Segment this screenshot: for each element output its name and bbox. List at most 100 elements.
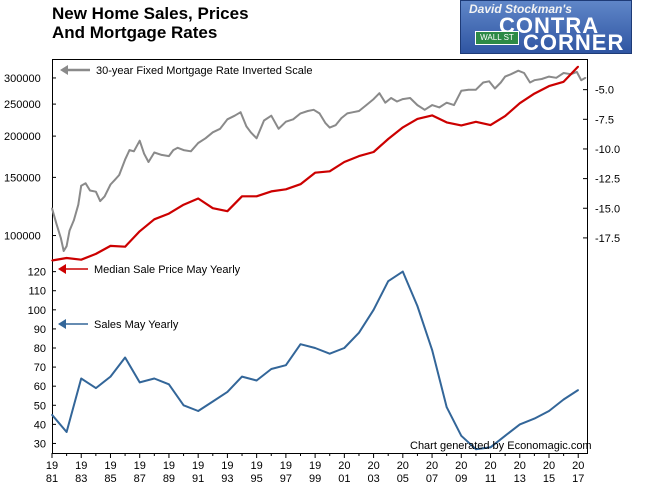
x-tick-label-bottom: 85 xyxy=(104,473,116,485)
x-tick-label-bottom: 87 xyxy=(134,473,146,485)
price-data-point xyxy=(270,190,273,193)
wall-street-sign: WALL ST xyxy=(475,31,519,45)
rate-data-point xyxy=(482,81,485,84)
sales-tick-label: 80 xyxy=(34,343,46,355)
rate-data-point xyxy=(340,117,343,119)
price-data-point xyxy=(226,210,229,212)
rate-tick-label: -12.5 xyxy=(595,174,620,186)
price-data-point xyxy=(138,230,141,233)
rate-data-point xyxy=(128,149,131,151)
price-data-point xyxy=(577,65,579,68)
rate-data-point xyxy=(378,92,381,94)
rate-data-point xyxy=(384,101,387,104)
rate-data-point xyxy=(523,72,525,74)
legend-rate-label: 30-year Fixed Mortgage Rate Inverted Sca… xyxy=(96,65,312,77)
plot-frame xyxy=(52,59,588,454)
price-data-point xyxy=(314,171,316,174)
price-data-point xyxy=(124,245,126,248)
price-data-point xyxy=(241,195,243,198)
rate-data-point xyxy=(346,112,349,115)
sales-data-point xyxy=(387,280,390,283)
rate-data-point xyxy=(533,79,536,81)
rate-data-point xyxy=(245,125,248,128)
x-tick-label-top: 20 xyxy=(426,460,438,472)
sales-data-point xyxy=(372,309,375,311)
legend-sales-label: Sales May Yearly xyxy=(94,319,179,331)
rate-data-point xyxy=(103,195,106,198)
rate-data-point xyxy=(89,189,91,192)
sales-data-point xyxy=(358,331,360,334)
rate-data-point xyxy=(138,139,141,142)
rate-data-point xyxy=(334,124,337,126)
rate-data-point xyxy=(51,207,53,210)
rate-data-point xyxy=(172,149,175,151)
rate-data-point xyxy=(431,104,433,106)
sales-data-point xyxy=(416,305,419,307)
rate-data-point xyxy=(409,97,411,99)
sales-data-point xyxy=(168,383,170,386)
rate-data-point xyxy=(147,161,150,163)
legend-price-arrowhead xyxy=(58,264,66,274)
x-tick-label-top: 19 xyxy=(163,460,175,472)
rate-data-point xyxy=(62,250,65,252)
rate-data-point xyxy=(548,75,550,78)
sales-data-point xyxy=(402,270,404,273)
price-data-point xyxy=(197,197,199,200)
price-data-point xyxy=(168,212,170,215)
sales-data-point xyxy=(270,368,273,370)
x-tick-label-bottom: 15 xyxy=(543,473,555,485)
rate-tick-label: -10.0 xyxy=(595,144,620,156)
sales-data-point xyxy=(153,377,156,380)
sales-tick-label: 30 xyxy=(34,438,46,450)
x-tick-label-bottom: 89 xyxy=(163,473,175,485)
rate-data-point xyxy=(423,109,426,111)
rate-data-point xyxy=(445,101,448,104)
rate-data-point xyxy=(328,126,331,129)
rate-data-point xyxy=(84,182,87,185)
rate-data-point xyxy=(285,120,287,123)
rate-data-point xyxy=(402,98,404,100)
rate-data-point xyxy=(80,184,82,187)
rate-data-point xyxy=(510,73,512,75)
sales-tick-label: 70 xyxy=(34,362,46,374)
rate-data-point xyxy=(133,150,135,153)
logo-byline: David Stockman's xyxy=(469,2,572,16)
rate-data-point xyxy=(60,237,62,239)
chart-credit: Chart generated by Economagic.com xyxy=(410,440,592,452)
rate-data-point xyxy=(358,110,360,112)
price-data-point xyxy=(80,258,82,261)
rate-data-point xyxy=(118,174,120,176)
rate-data-point xyxy=(109,183,112,186)
rate-data-point xyxy=(562,72,565,74)
price-data-point xyxy=(402,126,404,129)
price-data-point xyxy=(431,114,433,117)
x-tick-label-top: 20 xyxy=(367,460,379,472)
sales-data-point xyxy=(285,364,287,367)
rate-data-point xyxy=(176,147,179,149)
sales-tick-label: 120 xyxy=(28,267,46,279)
price-tick-label: 150000 xyxy=(4,172,41,184)
sales-tick-label: 60 xyxy=(34,381,46,393)
x-tick-label-top: 19 xyxy=(75,460,87,472)
sales-tick-label: 100 xyxy=(28,305,46,317)
rate-data-point xyxy=(250,131,252,134)
chart-title-line-1: New Home Sales, Prices xyxy=(52,4,249,23)
rate-tick-label: -5.0 xyxy=(595,85,614,97)
rate-data-point xyxy=(352,111,354,113)
rate-data-point xyxy=(233,114,236,117)
rate-data-point xyxy=(204,137,207,140)
rate-data-point xyxy=(584,77,587,79)
rate-data-point xyxy=(190,150,192,153)
rate-data-point xyxy=(453,104,455,106)
price-data-point xyxy=(255,195,258,198)
price-data-point xyxy=(328,170,331,173)
rate-data-point xyxy=(324,122,327,124)
x-tick-label-bottom: 99 xyxy=(309,473,321,485)
rate-data-point xyxy=(77,203,80,206)
x-tick-label-top: 19 xyxy=(134,460,146,472)
sales-data-point xyxy=(577,389,579,391)
rate-data-point xyxy=(255,137,258,140)
x-tick-label-bottom: 83 xyxy=(75,473,87,485)
rate-data-point xyxy=(475,88,477,91)
